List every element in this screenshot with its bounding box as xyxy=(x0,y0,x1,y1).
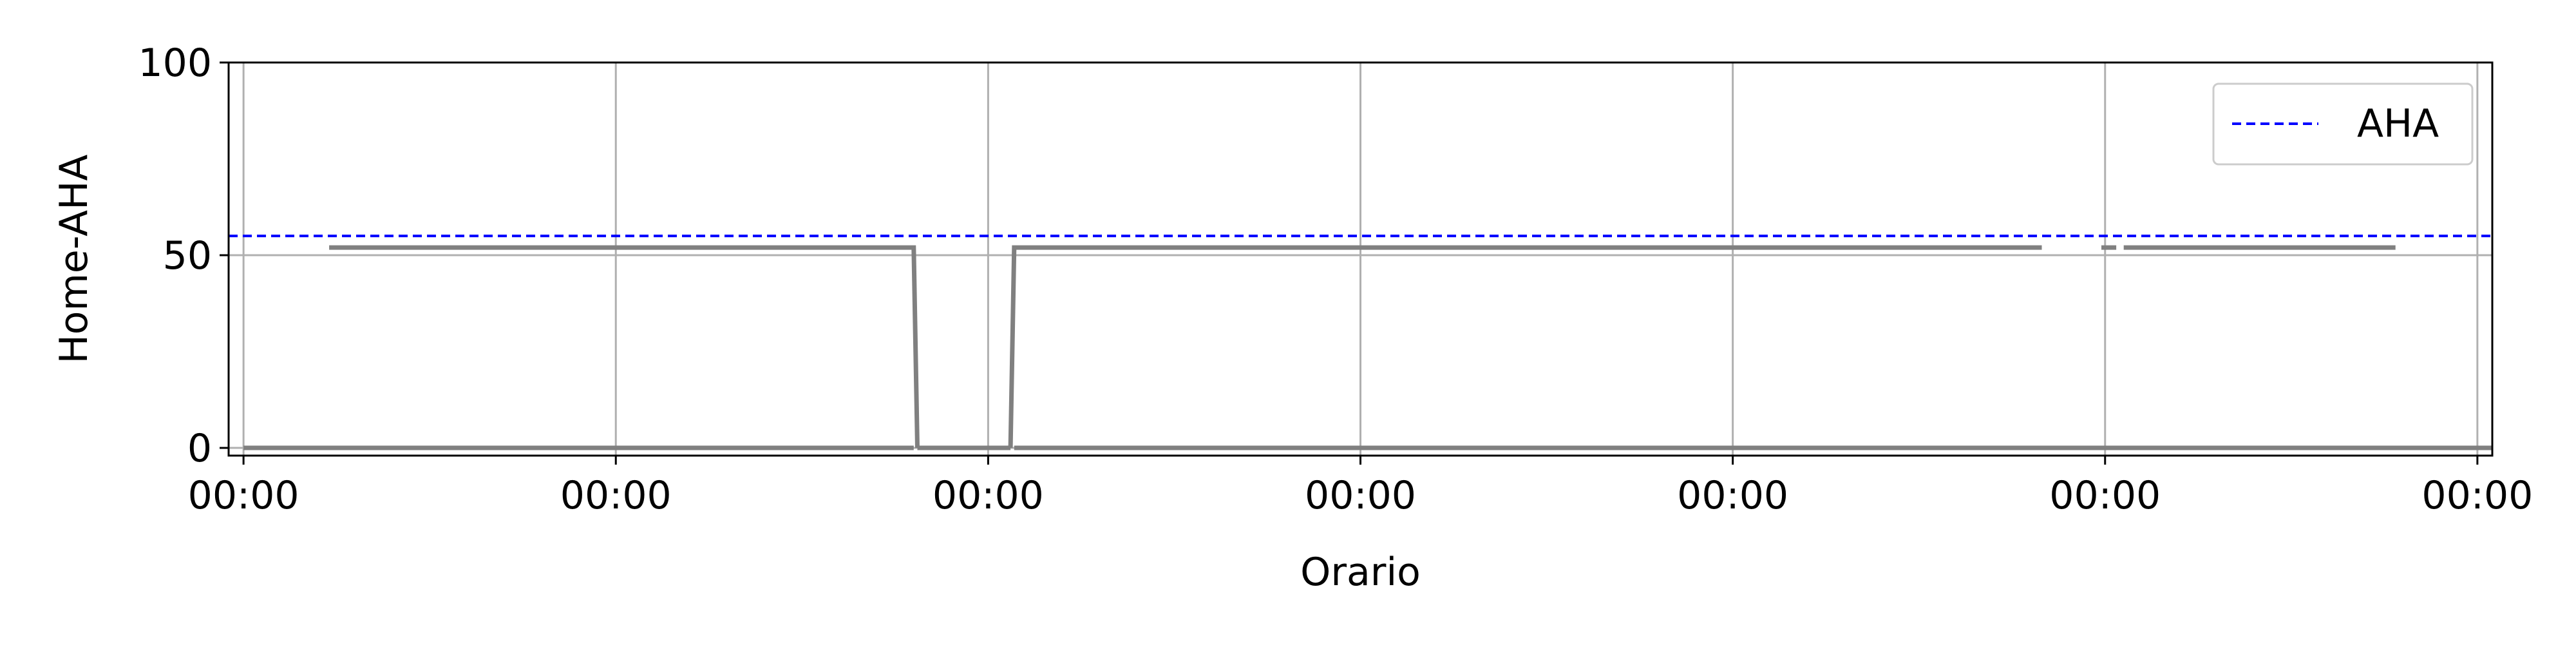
y-tick-label: 100 xyxy=(138,41,212,86)
y-axis-label: Home-AHA xyxy=(52,155,97,364)
x-tick-label: 00:00 xyxy=(1305,473,1416,518)
series-line-segment xyxy=(1008,245,2042,449)
x-tick-label: 00:00 xyxy=(2421,473,2533,518)
x-tick-label: 00:00 xyxy=(933,473,1044,518)
legend: AHA xyxy=(2212,82,2474,166)
x-axis-label: Orario xyxy=(1300,550,1421,595)
y-tick-label: 0 xyxy=(187,426,212,471)
x-tick-label: 00:00 xyxy=(560,473,672,518)
legend-box xyxy=(2212,82,2474,166)
grid xyxy=(229,61,2492,456)
series-layer xyxy=(243,245,2492,450)
series-line-segment xyxy=(329,245,920,449)
x-tick-label: 00:00 xyxy=(2049,473,2161,518)
x-tick-label: 00:00 xyxy=(188,473,299,518)
legend-label-aha: AHA xyxy=(2357,101,2439,146)
axis-ticks: 00:00 00:00 00:00 00:00 00:00 00:00 00:0005010… xyxy=(138,41,2533,518)
y-tick-label: 50 xyxy=(163,233,212,278)
x-tick-label: 00:00 xyxy=(1677,473,1788,518)
